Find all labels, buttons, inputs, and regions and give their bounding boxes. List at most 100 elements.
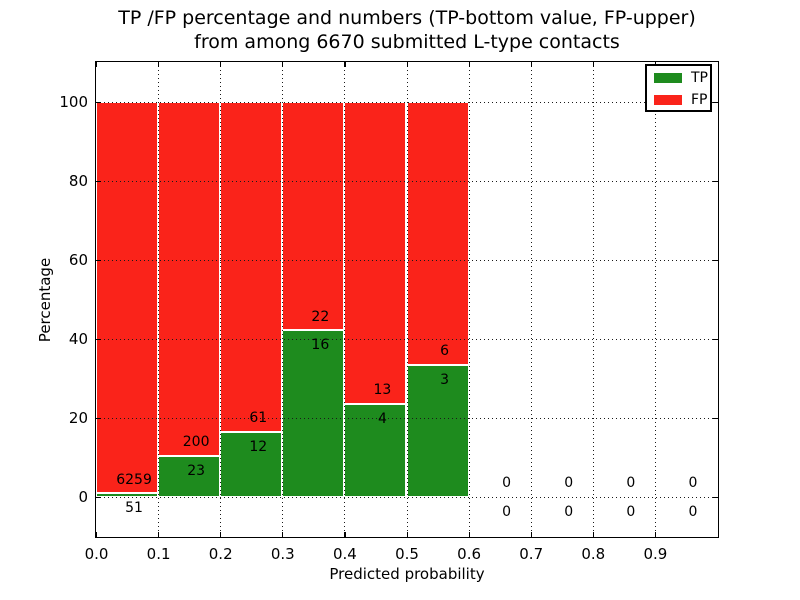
y-tick-label: 0: [78, 488, 88, 506]
x-tick-mark: [406, 62, 408, 67]
bar-count-label-tp: 3: [440, 371, 450, 388]
y-tick-mark: [713, 496, 718, 498]
x-tick-mark: [530, 532, 532, 537]
y-tick-label: 80: [68, 172, 88, 190]
bar-count-label-tp: 23: [187, 462, 206, 479]
y-tick-label: 20: [68, 409, 88, 427]
x-tick-label: 0.4: [332, 545, 357, 563]
bar-count-label-fp: 61: [249, 410, 268, 427]
bar-count-label-tp: 51: [125, 500, 143, 517]
x-tick-mark: [406, 532, 408, 537]
y-tick-mark: [96, 259, 101, 261]
bar-count-label-fp: 0: [626, 475, 636, 491]
y-tick-mark: [713, 417, 718, 419]
bar-segment-tp: [406, 364, 469, 497]
x-tick-label: 0.2: [208, 545, 233, 563]
y-tick-mark: [96, 417, 101, 419]
x-tick-label: 0.8: [581, 545, 606, 563]
gridline-v: [220, 62, 222, 537]
x-tick-label: 0.6: [457, 545, 482, 563]
legend-label-tp: TP: [691, 70, 708, 86]
bar-segment-tp: [282, 330, 345, 497]
x-tick-mark: [592, 62, 594, 67]
x-tick-mark: [468, 532, 470, 537]
x-tick-mark: [96, 62, 98, 67]
y-tick-mark: [713, 259, 718, 261]
x-tick-label: 0.7: [519, 545, 544, 563]
x-tick-label: 0.1: [146, 545, 171, 563]
x-tick-label: 0.9: [643, 545, 668, 563]
bar-count-label-tp: 0: [564, 503, 574, 520]
y-tick-label: 60: [68, 251, 88, 269]
gridline-v: [406, 62, 408, 537]
bar-segment-fp: [406, 101, 469, 365]
bar-count-label-fp: 0: [564, 475, 574, 491]
x-tick-mark: [220, 532, 222, 537]
legend-item-tp: TP: [654, 70, 710, 86]
bar-segment-fp: [96, 101, 159, 494]
gridline-v: [654, 62, 656, 537]
bar-count-label-tp: 0: [626, 503, 636, 520]
bar-count-label-fp: 0: [502, 475, 512, 491]
bar-segment-tp: [220, 431, 283, 497]
x-tick-mark: [282, 62, 284, 67]
y-tick-mark: [713, 101, 718, 103]
x-tick-mark: [220, 62, 222, 67]
bar-count-label-tp: 12: [249, 438, 268, 455]
bar-count-label-tp: 0: [688, 503, 698, 520]
bar-count-label-fp: 13: [373, 382, 392, 399]
bar-segment-fp: [282, 101, 345, 331]
bar-count-label-tp: 0: [502, 503, 512, 520]
y-tick-mark: [96, 496, 101, 498]
gridline-v: [592, 62, 594, 537]
bar-count-label-tp: 4: [377, 410, 387, 427]
bar-count-label-fp: 6259: [116, 471, 152, 488]
gridline-v: [468, 62, 470, 537]
legend-swatch-fp: [654, 95, 682, 105]
gridline-v: [158, 62, 160, 537]
chart-title: TP /FP percentage and numbers (TP-bottom…: [118, 6, 696, 54]
bar-segment-tp: [96, 493, 159, 497]
bar-count-label-fp: 6: [440, 343, 450, 360]
chart-title-line2: from among 6670 submitted L-type contact…: [194, 31, 620, 53]
x-tick-mark: [344, 62, 346, 67]
legend-label-fp: FP: [691, 92, 708, 108]
plot-area: TP FP 6259 51 200 23 61 12 22 16 13 4 6 3 0 0 0 0 0 0 0 0: [95, 61, 719, 538]
bar-segment-tp: [344, 403, 407, 497]
gridline-v: [530, 62, 532, 537]
x-axis-label: Predicted probability: [329, 565, 485, 583]
x-tick-mark: [344, 532, 346, 537]
x-tick-mark: [282, 532, 284, 537]
x-tick-mark: [654, 532, 657, 537]
chart-title-line1: TP /FP percentage and numbers (TP-bottom…: [118, 7, 696, 29]
y-tick-mark: [96, 101, 101, 103]
y-tick-label: 100: [59, 93, 88, 111]
legend-swatch-tp: [654, 73, 682, 83]
bar-segment-fp: [344, 101, 407, 404]
bar-count-label-fp: 0: [688, 475, 698, 491]
x-tick-mark: [96, 532, 98, 537]
legend-item-fp: FP: [654, 92, 710, 108]
bar-segment-fp: [158, 101, 221, 456]
x-tick-mark: [592, 532, 594, 537]
y-tick-mark: [713, 180, 718, 182]
y-tick-label: 40: [68, 330, 88, 348]
x-tick-label: 0.0: [84, 545, 109, 563]
bar-segment-fp: [220, 101, 283, 432]
y-tick-mark: [96, 338, 101, 340]
x-tick-mark: [158, 532, 160, 537]
x-tick-label: 0.3: [270, 545, 295, 563]
gridline-v: [344, 62, 346, 537]
bar-count-label-tp: 16: [311, 337, 330, 354]
bar-count-label-fp: 200: [182, 434, 210, 451]
x-tick-label: 0.5: [395, 545, 419, 563]
legend: TP FP: [645, 64, 712, 112]
y-tick-mark: [96, 180, 101, 182]
x-tick-mark: [158, 62, 160, 67]
x-tick-mark: [530, 62, 532, 67]
gridline-v: [282, 62, 284, 537]
bar-count-label-fp: 22: [311, 308, 330, 325]
y-tick-mark: [713, 338, 718, 340]
x-tick-mark: [468, 62, 470, 67]
